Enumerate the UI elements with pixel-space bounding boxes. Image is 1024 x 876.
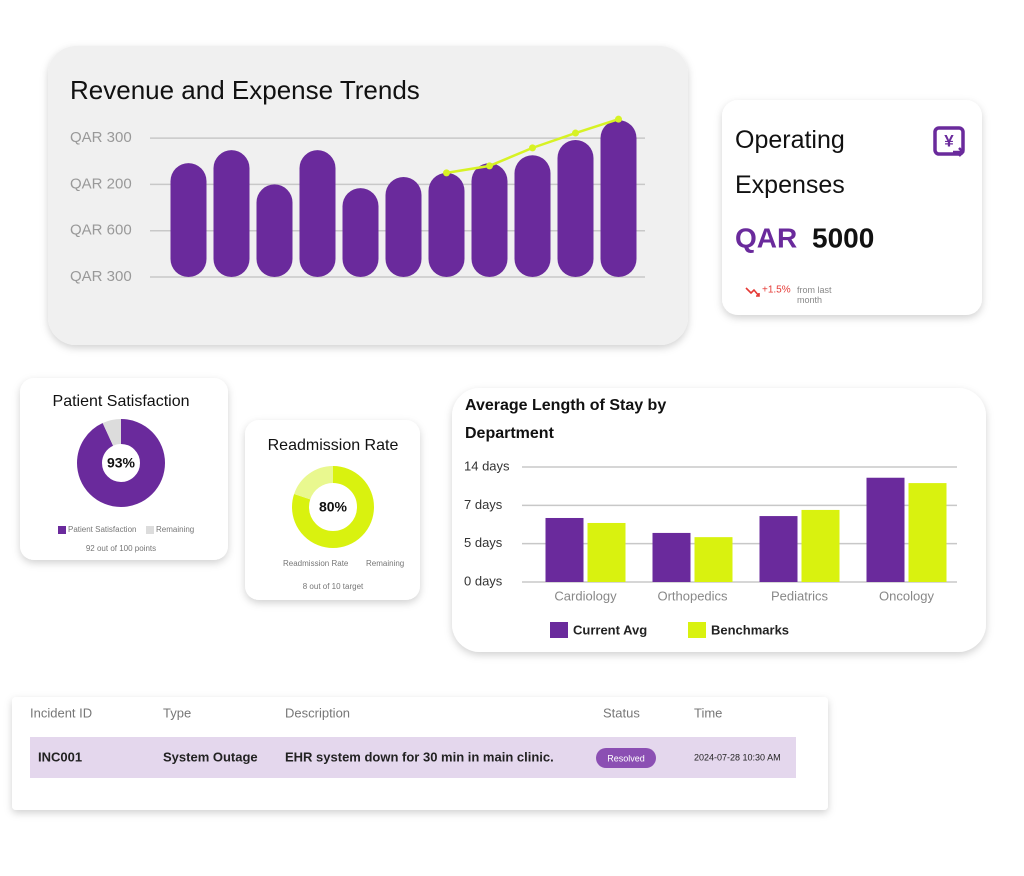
svg-text:¥: ¥ <box>944 131 954 150</box>
cell: 2024-07-28 10:30 AM <box>694 752 781 762</box>
chart-title: Readmission Rate <box>268 437 399 454</box>
bar <box>652 532 691 582</box>
chart-title: Revenue and Expense Trends <box>70 75 420 105</box>
bar <box>557 139 594 277</box>
bar <box>428 172 465 277</box>
legend-label: Patient Satisfaction <box>68 525 136 534</box>
y-tick-label: 7 days <box>464 497 503 512</box>
table-row <box>30 737 796 778</box>
donut-segment <box>292 466 374 548</box>
cell: EHR system down for 30 min in main clini… <box>285 749 554 764</box>
column-header: Description <box>285 705 350 720</box>
bar <box>545 517 584 582</box>
kpi-change-note: from last month <box>797 285 832 305</box>
kpi-value: 5000 <box>812 222 874 253</box>
bar <box>759 516 798 582</box>
legend-swatch <box>58 526 66 534</box>
y-tick-label: 14 days <box>464 458 510 473</box>
trend-point <box>572 129 579 137</box>
bar <box>170 163 207 277</box>
legend-label: Current Avg <box>573 622 647 637</box>
column-header: Type <box>163 705 191 720</box>
bar <box>256 184 293 277</box>
donut-center-label: 93% <box>107 455 136 471</box>
trend-point <box>529 144 536 152</box>
bar <box>694 537 733 582</box>
column-header: Time <box>694 705 722 720</box>
bar <box>587 522 626 582</box>
donut-note: 92 out of 100 points <box>86 544 156 553</box>
column-header: Incident ID <box>30 705 92 720</box>
card <box>722 100 982 315</box>
status-text: Resolved <box>607 753 645 763</box>
down-arrow <box>745 287 760 297</box>
trend-point <box>615 115 622 123</box>
card <box>20 378 228 560</box>
cell: System Outage <box>163 749 258 764</box>
kpi-change: +1.5% <box>762 285 791 296</box>
y-tick-label: QAR 600 <box>70 222 132 239</box>
bar <box>342 188 379 277</box>
kpi-title: Operating Expenses <box>735 126 845 199</box>
legend-swatch <box>550 622 568 638</box>
x-tick-label: Cardiology <box>554 588 617 603</box>
x-tick-label: Orthopedics <box>657 588 728 603</box>
bar <box>471 163 508 277</box>
column-header: Status <box>603 705 640 720</box>
x-tick-label: Oncology <box>879 588 934 603</box>
donut-note: 8 out of 10 target <box>303 582 364 591</box>
kpi-currency: QAR <box>735 222 797 253</box>
bar <box>600 120 637 277</box>
bar <box>385 177 422 277</box>
status-badge <box>596 748 656 768</box>
legend-label: Benchmarks <box>711 622 789 637</box>
card <box>452 388 986 652</box>
y-tick-label: 0 days <box>464 573 503 588</box>
legend-label: Readmission Rate <box>283 559 349 568</box>
bar <box>299 150 336 277</box>
chart-title: Patient Satisfaction <box>53 393 190 410</box>
legend-swatch <box>688 622 706 638</box>
bar <box>514 155 551 277</box>
y-tick-label: QAR 300 <box>70 129 132 146</box>
legend-swatch <box>146 526 154 534</box>
trend-point <box>443 169 450 177</box>
legend-label: Remaining <box>156 525 194 534</box>
cell: INC001 <box>38 749 82 764</box>
donut-segment <box>77 419 165 507</box>
chart-title: Average Length of Stay by Department <box>465 397 667 442</box>
card <box>245 420 420 600</box>
y-tick-label: QAR 200 <box>70 175 132 192</box>
bar <box>908 483 947 582</box>
bar <box>801 509 840 582</box>
trend-point <box>486 162 493 170</box>
y-tick-label: 5 days <box>464 535 503 550</box>
expense-icon: ¥ <box>933 126 965 157</box>
y-tick-label: QAR 300 <box>70 268 132 285</box>
bar <box>213 150 250 277</box>
legend-label: Remaining <box>366 559 404 568</box>
donut-center-label: 80% <box>319 499 348 515</box>
bar <box>866 477 905 582</box>
x-tick-label: Pediatrics <box>771 588 829 603</box>
